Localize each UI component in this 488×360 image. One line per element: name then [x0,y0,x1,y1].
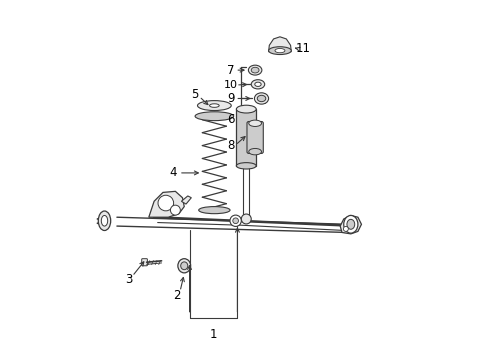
Text: 11: 11 [295,42,310,55]
Ellipse shape [248,148,261,155]
Ellipse shape [101,215,107,226]
Ellipse shape [254,93,268,104]
Text: 5: 5 [191,89,198,102]
Ellipse shape [236,163,256,169]
Polygon shape [148,192,184,217]
Text: 9: 9 [227,92,234,105]
Text: 10: 10 [224,80,238,90]
Circle shape [170,205,180,215]
FancyBboxPatch shape [246,122,263,153]
Circle shape [241,214,251,224]
Circle shape [229,215,241,226]
Ellipse shape [178,259,190,273]
Ellipse shape [248,65,262,75]
Ellipse shape [254,82,261,86]
Ellipse shape [346,219,354,229]
Polygon shape [340,215,361,234]
Ellipse shape [248,120,261,126]
Text: 1: 1 [209,328,217,341]
Ellipse shape [98,211,110,230]
Ellipse shape [257,95,265,102]
Ellipse shape [209,104,219,107]
Polygon shape [268,37,291,52]
Ellipse shape [181,262,187,270]
Ellipse shape [198,207,229,214]
Ellipse shape [251,67,259,73]
Ellipse shape [197,100,231,111]
Text: 4: 4 [169,166,177,179]
Polygon shape [236,109,256,166]
Ellipse shape [236,105,256,113]
Text: 7: 7 [227,64,234,77]
Ellipse shape [274,49,285,53]
Ellipse shape [268,47,291,54]
Circle shape [158,195,173,211]
Text: 3: 3 [125,273,133,286]
Circle shape [343,226,347,231]
Text: 6: 6 [227,113,234,126]
Circle shape [232,218,238,224]
Ellipse shape [195,112,233,121]
Polygon shape [181,196,191,204]
Text: 2: 2 [173,289,181,302]
FancyBboxPatch shape [142,259,147,266]
Ellipse shape [251,80,264,89]
Ellipse shape [343,215,357,233]
Text: 8: 8 [227,139,234,152]
